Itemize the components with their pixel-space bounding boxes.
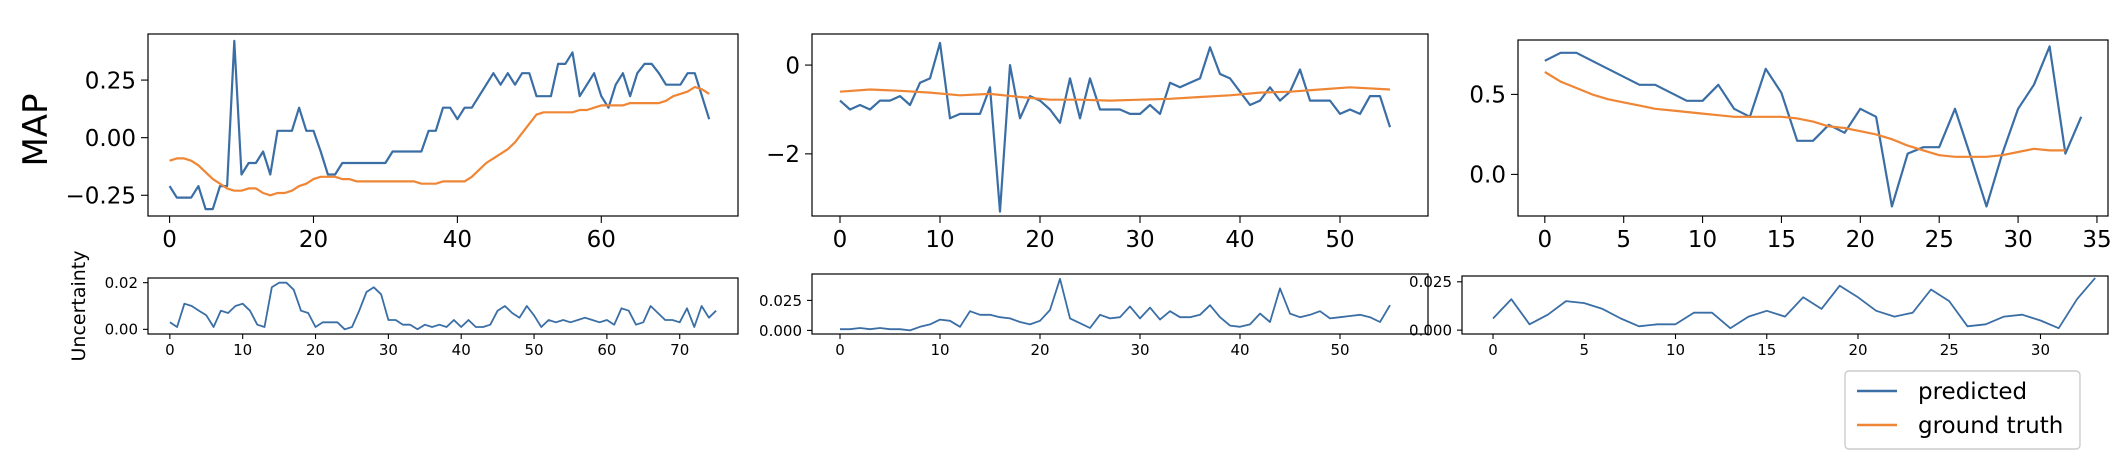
panel-4: 0 10 20 30 40 50 60 70 0.00 0.02 bbox=[105, 274, 739, 359]
x-tick-label: 50 bbox=[525, 341, 544, 359]
x-tick-label: 0 bbox=[162, 227, 177, 253]
x-tick-label: 40 bbox=[1225, 227, 1254, 253]
legend: predicted ground truth bbox=[1844, 370, 2081, 450]
x-tick-label: 25 bbox=[1940, 341, 1959, 359]
x-tick-label: 5 bbox=[1579, 341, 1589, 359]
x-tick-label: 30 bbox=[379, 341, 398, 359]
series-predicted-line bbox=[1492, 277, 2096, 330]
series-predicted-line bbox=[168, 39, 711, 211]
x-tick-label: 20 bbox=[1030, 341, 1049, 359]
x-tick-label: 20 bbox=[1025, 227, 1054, 253]
x-tick-label: 30 bbox=[2003, 227, 2032, 253]
x-tick-label: 20 bbox=[1846, 227, 1875, 253]
series-predicted-line bbox=[169, 281, 717, 331]
x-tick-label: 0 bbox=[833, 227, 848, 253]
y-tick-label: 0 bbox=[785, 53, 800, 79]
x-tick-label: 30 bbox=[2031, 341, 2050, 359]
legend-label-predicted: predicted bbox=[1918, 379, 2027, 405]
series-ground-truth-line bbox=[839, 86, 1391, 102]
x-tick-label: 70 bbox=[670, 341, 689, 359]
x-tick-label: 50 bbox=[1330, 341, 1349, 359]
axes-frame bbox=[147, 277, 739, 335]
x-tick-label: 40 bbox=[443, 227, 472, 253]
y-tick-label: 0.00 bbox=[105, 321, 138, 339]
x-tick-label: 20 bbox=[306, 341, 325, 359]
series-ground-truth-line bbox=[1544, 71, 2066, 158]
y-tick-label: 0.00 bbox=[85, 126, 136, 152]
axes-frame bbox=[147, 33, 739, 217]
y-tick-label: 0.000 bbox=[759, 322, 802, 340]
panel-5: 0 10 20 30 40 50 0.000 0.025 bbox=[759, 273, 1429, 359]
x-tick-label: 10 bbox=[930, 341, 949, 359]
series-predicted-line bbox=[840, 277, 1391, 332]
y-tick-label: −2 bbox=[766, 142, 800, 168]
x-tick-label: 0 bbox=[1537, 227, 1552, 253]
x-tick-label: 20 bbox=[1848, 341, 1867, 359]
axes-frame bbox=[811, 273, 1429, 335]
axes-frame bbox=[1461, 275, 2109, 335]
x-tick-label: 15 bbox=[1757, 341, 1776, 359]
x-tick-label: 10 bbox=[1666, 341, 1685, 359]
x-tick-label: 40 bbox=[452, 341, 471, 359]
x-tick-label: 30 bbox=[1130, 341, 1149, 359]
x-tick-label: 60 bbox=[587, 227, 616, 253]
x-tick-label: 40 bbox=[1230, 341, 1249, 359]
x-tick-label: 20 bbox=[299, 227, 328, 253]
x-tick-label: 25 bbox=[1925, 227, 1954, 253]
y-tick-label: 0.0 bbox=[1469, 163, 1506, 189]
panel-2: 0 10 20 30 40 50 −2 0 bbox=[766, 33, 1429, 253]
panel-1: 0 20 40 60 −0.25 0.00 0.25 bbox=[66, 33, 739, 253]
series-ground-truth-line bbox=[169, 85, 710, 197]
legend-frame bbox=[1844, 370, 2081, 450]
x-tick-label: 0 bbox=[835, 341, 845, 359]
axes-frame bbox=[811, 33, 1429, 217]
y-tick-label: 0.25 bbox=[85, 68, 136, 94]
series-predicted-line bbox=[839, 41, 1392, 213]
y-tick-label: 0.000 bbox=[1409, 322, 1452, 340]
x-tick-label: 10 bbox=[233, 341, 252, 359]
x-tick-label: 50 bbox=[1325, 227, 1354, 253]
legend-label-ground-truth: ground truth bbox=[1918, 413, 2063, 439]
x-tick-label: 15 bbox=[1767, 227, 1796, 253]
x-tick-label: 30 bbox=[1125, 227, 1154, 253]
panel-6: 0 5 10 15 20 25 30 0.000 0.025 bbox=[1409, 273, 2109, 359]
x-tick-label: 10 bbox=[1688, 227, 1717, 253]
y-tick-label: 0.025 bbox=[759, 292, 802, 310]
uncertainty-ylabel: Uncertainty bbox=[68, 250, 90, 361]
x-tick-label: 35 bbox=[2082, 227, 2111, 253]
y-tick-label: 0.02 bbox=[105, 274, 138, 292]
y-tick-label: −0.25 bbox=[66, 184, 136, 210]
series-predicted-line bbox=[1544, 45, 2083, 208]
panel-3: 0 5 10 15 20 25 30 35 0.0 0.5 bbox=[1469, 39, 2112, 253]
axes-frame bbox=[1517, 39, 2109, 217]
y-tick-label: 0.025 bbox=[1409, 273, 1452, 291]
y-tick-label: 0.5 bbox=[1469, 83, 1506, 109]
x-tick-label: 60 bbox=[597, 341, 616, 359]
x-tick-label: 0 bbox=[165, 341, 175, 359]
x-tick-label: 10 bbox=[925, 227, 954, 253]
x-tick-label: 0 bbox=[1488, 341, 1498, 359]
main-ylabel: MAP bbox=[16, 93, 56, 166]
x-tick-label: 5 bbox=[1616, 227, 1631, 253]
